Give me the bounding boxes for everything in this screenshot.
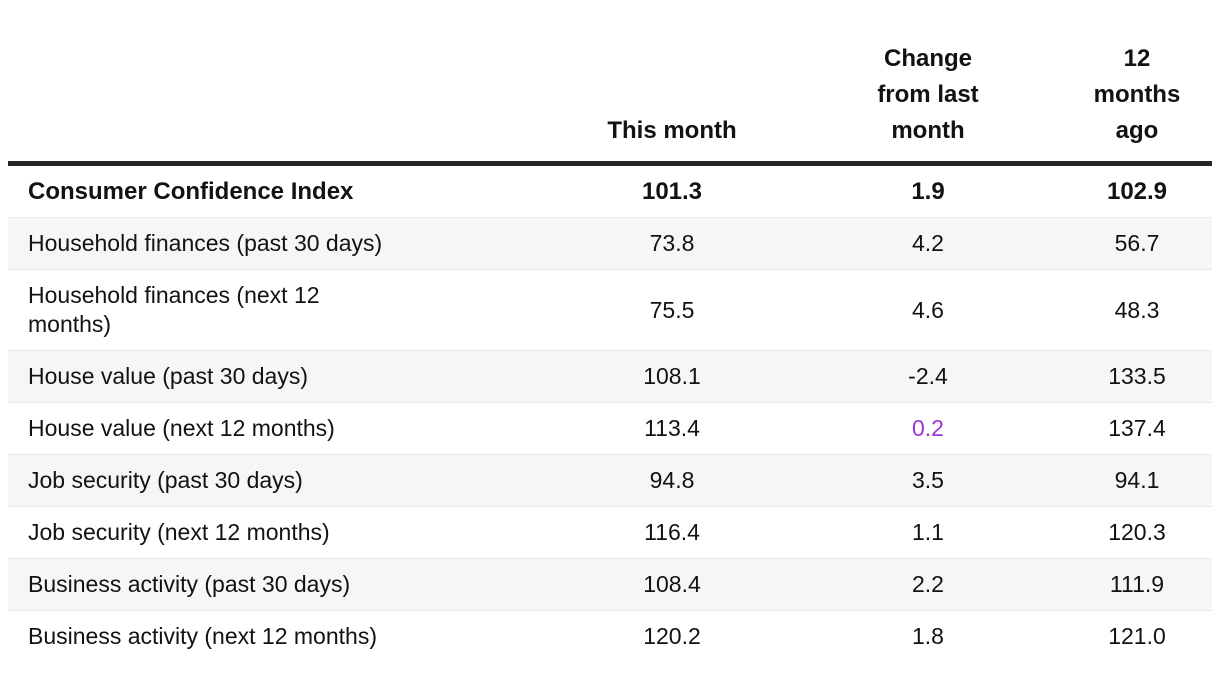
row-label-cell: House value (next 12 months)	[28, 415, 335, 441]
row-label-cell: House value (past 30 days)	[28, 363, 308, 389]
row-label-cell: Business activity (past 30 days)	[28, 571, 351, 597]
table-row: Household finances (next 12 months) 75.5 4…	[8, 269, 1212, 351]
this-month-cell: 113.4	[644, 415, 700, 441]
table-row: Consumer Confidence Index 101.3 1.9 102.9	[8, 164, 1212, 218]
table-row: Business activity (past 30 days) 108.4 2.2…	[8, 558, 1212, 611]
change-cell: 4.2	[912, 230, 944, 256]
change-cell: 0.2	[912, 415, 944, 441]
year-ago-cell: 133.5	[1108, 363, 1166, 389]
table-row: Job security (next 12 months) 116.4 1.1 120…	[8, 506, 1212, 559]
consumer-confidence-table: This month Change from last month 12 mon…	[8, 40, 1212, 662]
year-ago-cell: 137.4	[1108, 415, 1166, 441]
row-label-cell: Household finances (next 12 months)	[28, 282, 320, 337]
header-row: This month Change from last month 12 mon…	[8, 40, 1212, 166]
year-ago-cell: 111.9	[1109, 571, 1165, 597]
table-body: Consumer Confidence Index 101.3 1.9 102.9 Ho…	[8, 164, 1212, 663]
row-label-cell: Consumer Confidence Index	[28, 178, 354, 205]
change-cell: 2.2	[912, 571, 944, 597]
this-month-cell: 75.5	[649, 296, 695, 323]
table-header: This month Change from last month 12 mon…	[8, 40, 1212, 166]
table-row: Household finances (past 30 days) 73.8 4.2…	[8, 217, 1212, 270]
this-month-cell: 120.2	[643, 623, 701, 649]
change-cell: 3.5	[912, 467, 944, 493]
col-header-12-months-ago: 12 months ago	[1062, 40, 1212, 166]
change-cell: 1.8	[912, 623, 944, 649]
year-ago-cell: 121.0	[1108, 623, 1166, 649]
year-ago-cell: 94.1	[1114, 467, 1160, 493]
year-ago-cell: 120.3	[1108, 519, 1166, 545]
table-row: Business activity (next 12 months) 120.2 1…	[8, 610, 1212, 663]
table-row: House value (next 12 months) 113.4 0.2 137.…	[8, 402, 1212, 455]
row-label-cell: Household finances (past 30 days)	[28, 230, 383, 256]
change-cell: 1.1	[912, 519, 944, 545]
change-cell: -2.4	[908, 363, 948, 389]
table-row: Job security (past 30 days) 94.8 3.5 94.1	[8, 454, 1212, 507]
this-month-cell: 108.1	[643, 363, 701, 389]
year-ago-cell: 102.9	[1106, 178, 1168, 205]
header-label-empty	[8, 40, 550, 166]
this-month-cell: 101.3	[641, 178, 703, 205]
this-month-cell: 94.8	[649, 467, 695, 493]
consumer-confidence-section: This month Change from last month 12 mon…	[8, 40, 1212, 662]
year-ago-cell: 56.7	[1114, 230, 1160, 256]
row-label-cell: Business activity (next 12 months)	[28, 623, 377, 649]
row-label-cell: Job security (past 30 days)	[28, 467, 303, 493]
this-month-cell: 116.4	[644, 519, 700, 545]
col-header-this-month: This month	[550, 40, 794, 166]
change-cell: 1.9	[911, 178, 945, 205]
this-month-cell: 73.8	[649, 230, 695, 256]
this-month-cell: 108.4	[643, 571, 701, 597]
change-cell: 4.6	[912, 296, 944, 323]
row-label-cell: Job security (next 12 months)	[28, 519, 330, 545]
col-header-change-from-last-month: Change from last month	[794, 40, 1062, 166]
table-row: House value (past 30 days) 108.1 -2.4 133.5	[8, 350, 1212, 403]
year-ago-cell: 48.3	[1114, 296, 1160, 323]
